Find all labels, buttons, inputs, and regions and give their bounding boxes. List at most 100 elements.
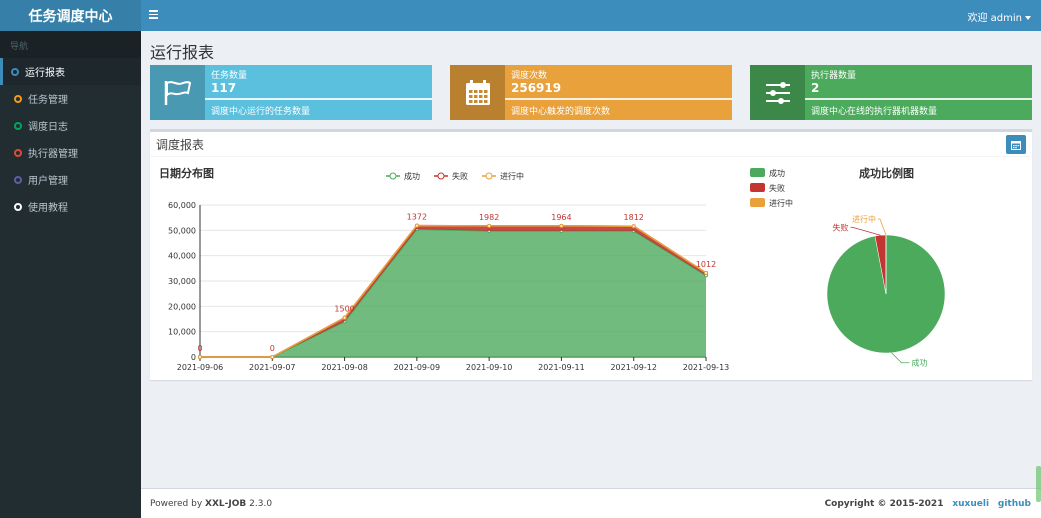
circle-icon — [14, 202, 22, 211]
caret-down-icon — [1025, 16, 1031, 20]
nav-list: 运行报表任务管理调度日志执行器管理用户管理使用教程 — [0, 58, 141, 220]
info-box-desc: 调度中心运行的任务数量 — [211, 107, 311, 117]
sidebar-item-4[interactable]: 用户管理 — [0, 166, 141, 193]
legend-marker — [485, 172, 493, 180]
circle-icon — [14, 94, 22, 103]
sidebar-item-0[interactable]: 运行报表 — [0, 58, 141, 85]
info-box-progress — [505, 98, 732, 100]
line-chart-title: 日期分布图 — [159, 167, 214, 180]
legend-marker — [389, 172, 397, 180]
info-box-desc: 调度中心触发的调度次数 — [511, 107, 611, 117]
line-chart: 010,00020,00030,00040,00050,00060,000202… — [168, 171, 730, 372]
series-point[interactable] — [198, 355, 202, 359]
sidebar-item-label: 调度日志 — [28, 122, 68, 133]
circle-icon — [14, 148, 22, 157]
legend-label[interactable]: 成功 — [404, 171, 420, 181]
sidebar-item-label: 使用教程 — [28, 203, 68, 214]
data-label: 1500 — [334, 305, 354, 314]
legend-label[interactable]: 失败 — [452, 171, 468, 181]
info-box-1: 调度次数 256919 调度中心触发的调度次数 — [450, 65, 732, 120]
info-box-title: 调度次数 — [511, 71, 548, 81]
user-menu[interactable]: 欢迎 admin — [967, 9, 1031, 24]
page-title: 运行报表 — [150, 43, 215, 62]
legend-label[interactable]: 进行中 — [500, 171, 524, 181]
data-label: 1964 — [551, 213, 571, 222]
info-box-title: 任务数量 — [211, 71, 248, 81]
sidebar-item-label: 任务管理 — [28, 95, 68, 106]
pie-legend-label[interactable]: 失败 — [769, 183, 785, 193]
data-label: 0 — [197, 344, 202, 353]
series-area-0 — [200, 229, 706, 357]
footer-link-github[interactable]: github — [997, 499, 1031, 509]
data-label: 1372 — [407, 213, 427, 222]
x-tick-label: 2021-09-10 — [466, 363, 512, 372]
app-logo[interactable]: 任务调度中心 — [0, 0, 141, 31]
pie-legend-swatch — [750, 168, 765, 177]
y-tick-label: 0 — [191, 353, 196, 362]
series-point[interactable] — [631, 224, 636, 229]
sidebar-item-label: 执行器管理 — [28, 149, 78, 160]
legend-marker — [437, 172, 445, 180]
menu-toggle-icon[interactable] — [149, 10, 158, 19]
y-tick-label: 30,000 — [168, 277, 196, 286]
pie-leader-line — [891, 352, 910, 364]
data-label: 1012 — [696, 260, 716, 269]
x-tick-label: 2021-09-07 — [249, 363, 295, 372]
series-point[interactable] — [704, 270, 708, 275]
info-box-value: 256919 — [511, 81, 562, 95]
series-point[interactable] — [559, 223, 564, 228]
info-box-value: 117 — [211, 81, 237, 95]
scrollbar-thumb[interactable] — [1036, 466, 1041, 502]
footer-powered-name: XXL-JOB — [205, 499, 247, 509]
sidebar-item-1[interactable]: 任务管理 — [0, 85, 141, 112]
pie-legend-label[interactable]: 进行中 — [769, 198, 793, 208]
footer-version: 2.3.0 — [249, 499, 273, 509]
footer-copyright-block: Copyright © 2015-2021 xuxueli github — [825, 499, 1031, 509]
flag-icon — [150, 65, 205, 120]
series-point[interactable] — [342, 315, 347, 320]
pie-slice-label: 进行中 — [852, 214, 876, 224]
pie-slice-label: 成功 — [912, 358, 928, 368]
series-point[interactable] — [270, 355, 275, 359]
y-tick-label: 20,000 — [168, 302, 196, 311]
box-divider — [150, 156, 1032, 157]
sliders-icon — [750, 65, 805, 120]
pie-legend-label[interactable]: 成功 — [769, 168, 785, 178]
x-tick-label: 2021-09-06 — [177, 363, 224, 372]
sidebar-item-label: 用户管理 — [28, 176, 68, 187]
data-label: 1812 — [624, 213, 644, 222]
date-range-button[interactable] — [1006, 135, 1026, 154]
pie-leader-line — [877, 218, 887, 236]
main-content: 运行报表 任务数量 117 调度中心运行的任务数量 调度次数 256919 调度中心触发的… — [141, 31, 1041, 488]
sidebar-item-2[interactable]: 调度日志 — [0, 112, 141, 139]
report-box: 调度报表 日期分布图 成功比例图 0 10,000 20,000 30,000 40,0… — [150, 129, 1032, 380]
sidebar-item-5[interactable]: 使用教程 — [0, 193, 141, 220]
pie-legend-swatch — [750, 198, 765, 207]
footer-powered-prefix: Powered by — [150, 499, 203, 509]
y-tick-label: 10,000 — [168, 328, 196, 337]
footer-copyright: Copyright © 2015-2021 — [824, 499, 944, 509]
footer: Powered by XXL-JOB 2.3.0 Copyright © 201… — [141, 488, 1041, 518]
pie-leader-line — [850, 226, 881, 236]
data-label: 0 — [270, 344, 275, 353]
nav-header: 导航 — [0, 31, 141, 58]
footer-powered: Powered by XXL-JOB 2.3.0 — [150, 499, 272, 509]
info-box-value: 2 — [811, 81, 820, 95]
info-box-desc: 调度中心在线的执行器机器数量 — [811, 107, 938, 117]
series-line-2 — [200, 224, 707, 358]
circle-icon — [11, 67, 19, 76]
series-point[interactable] — [487, 223, 492, 228]
calendar-icon — [450, 65, 505, 120]
x-tick-label: 2021-09-13 — [683, 363, 730, 372]
sidebar: 任务调度中心 导航 运行报表任务管理调度日志执行器管理用户管理使用教程 — [0, 0, 141, 518]
data-label: 1982 — [479, 213, 499, 222]
calendar-icon — [1011, 140, 1021, 150]
x-tick-label: 2021-09-08 — [321, 363, 368, 372]
y-tick-label: 60,000 — [168, 201, 196, 210]
circle-icon — [14, 175, 22, 184]
series-point[interactable] — [414, 223, 419, 228]
sidebar-item-3[interactable]: 执行器管理 — [0, 139, 141, 166]
y-tick-label: 50,000 — [168, 226, 196, 235]
footer-link-xuxueli[interactable]: xuxueli — [952, 499, 990, 509]
